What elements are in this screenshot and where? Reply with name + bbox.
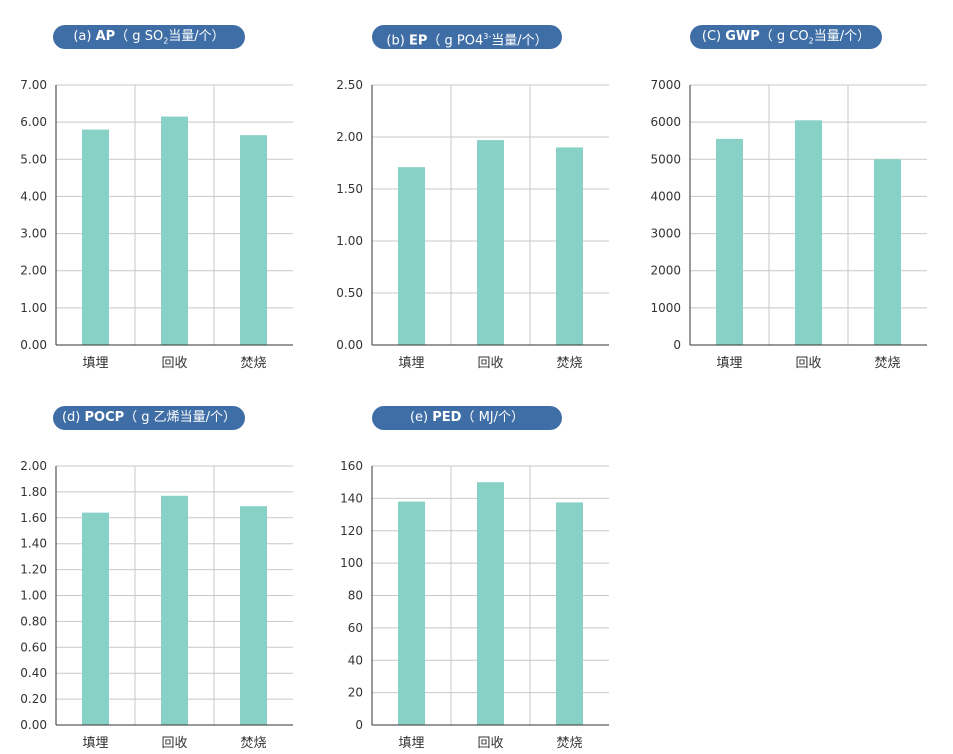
bar	[716, 138, 743, 345]
bar	[398, 167, 425, 345]
x-tick-label: 回收	[161, 356, 187, 371]
y-tick-label: 1.00	[336, 234, 363, 248]
chart-title-pill: (C) GWP（ g CO2当量/个）	[690, 25, 882, 49]
chart-gwp: 0 1000 2000 3000 4000 5000 6000 7000 填埋 回收 焚烧	[650, 78, 927, 371]
bar	[82, 129, 109, 345]
y-tick-label: 40	[348, 653, 363, 667]
y-tick-label: 2.50	[336, 78, 363, 92]
y-tick-label: 20	[348, 686, 363, 700]
bar	[556, 502, 583, 725]
y-tick-label: 7.00	[20, 78, 47, 92]
y-tick-label: 0.00	[20, 718, 47, 732]
y-tick-label: 1.40	[20, 537, 47, 551]
x-tick-label: 焚烧	[556, 356, 582, 371]
chart-pocp: 0.00 0.20 0.40 0.60 0.80 1.00 1.20 1.40 1.60 1.80…	[20, 459, 293, 751]
y-tick-label: 2.00	[20, 264, 47, 278]
y-tick-label: 0	[673, 338, 681, 352]
bar	[240, 506, 267, 725]
y-tick-label: 0.00	[20, 338, 47, 352]
x-tick-label: 焚烧	[240, 736, 266, 751]
y-tick-label: 0.80	[20, 614, 47, 628]
y-tick-label: 4000	[650, 189, 681, 203]
chart-title-pill: (a) AP（ g SO2当量/个）	[53, 25, 245, 49]
bar	[795, 120, 822, 346]
y-tick-label: 1.20	[20, 563, 47, 577]
y-tick-label: 2.00	[336, 130, 363, 144]
y-tick-label: 1.60	[20, 511, 47, 525]
y-tick-label: 1.50	[336, 182, 363, 196]
y-tick-label: 0.00	[336, 338, 363, 352]
x-tick-label: 填埋	[716, 356, 742, 371]
bar	[82, 512, 109, 725]
bar	[556, 147, 583, 345]
y-tick-label: 0.40	[20, 666, 47, 680]
bar	[161, 495, 188, 725]
y-tick-label: 3000	[650, 227, 681, 241]
chart-ped: 0 20 40 60 80 100 120 140 160 填埋 回收 焚烧	[340, 459, 609, 751]
x-tick-label: 回收	[795, 356, 821, 371]
x-tick-label: 焚烧	[240, 356, 266, 371]
y-tick-label: 3.00	[20, 227, 47, 241]
y-tick-label: 1.00	[20, 301, 47, 315]
x-tick-label: 焚烧	[556, 736, 582, 751]
y-tick-label: 2000	[650, 264, 681, 278]
chart-title-pill: (e) PED（ MJ/个）	[372, 406, 562, 430]
y-tick-label: 4.00	[20, 189, 47, 203]
y-tick-label: 7000	[650, 78, 681, 92]
bar	[874, 159, 901, 345]
y-tick-label: 60	[348, 621, 363, 635]
y-tick-label: 1.00	[20, 589, 47, 603]
y-tick-label: 160	[340, 459, 363, 473]
y-tick-label: 140	[340, 491, 363, 505]
x-tick-label: 回收	[477, 736, 503, 751]
chart-ep: 0.00 0.50 1.00 1.50 2.00 2.50 填埋 回收 焚烧	[336, 78, 609, 371]
y-tick-label: 6000	[650, 115, 681, 129]
y-tick-label: 0.50	[336, 286, 363, 300]
y-tick-label: 5.00	[20, 152, 47, 166]
chart-title-pill: (b) EP（ g PO43-当量/个）	[372, 25, 562, 49]
bar	[477, 140, 504, 345]
bar	[240, 135, 267, 345]
x-tick-label: 填埋	[82, 356, 108, 371]
x-tick-label: 回收	[161, 736, 187, 751]
y-tick-label: 0.20	[20, 692, 47, 706]
x-tick-label: 焚烧	[874, 356, 900, 371]
y-tick-label: 5000	[650, 152, 681, 166]
bar	[477, 482, 504, 725]
y-tick-label: 80	[348, 589, 363, 603]
chart-title-pill: (d) POCP（ g 乙烯当量/个）	[53, 406, 245, 430]
y-tick-label: 1000	[650, 301, 681, 315]
y-tick-label: 1.80	[20, 485, 47, 499]
y-tick-label: 120	[340, 524, 363, 538]
chart-ap: 0.00 1.00 2.00 3.00 4.00 5.00 6.00 7.00 填埋 回收 焚烧	[20, 78, 293, 371]
y-tick-label: 6.00	[20, 115, 47, 129]
x-tick-label: 填埋	[398, 736, 424, 751]
x-tick-label: 填埋	[82, 736, 108, 751]
y-tick-label: 2.00	[20, 459, 47, 473]
y-tick-label: 0	[355, 718, 363, 732]
bar	[398, 501, 425, 725]
y-tick-label: 0.60	[20, 640, 47, 654]
x-tick-label: 回收	[477, 356, 503, 371]
y-tick-label: 100	[340, 556, 363, 570]
x-tick-label: 填埋	[398, 356, 424, 371]
bar	[161, 116, 188, 345]
